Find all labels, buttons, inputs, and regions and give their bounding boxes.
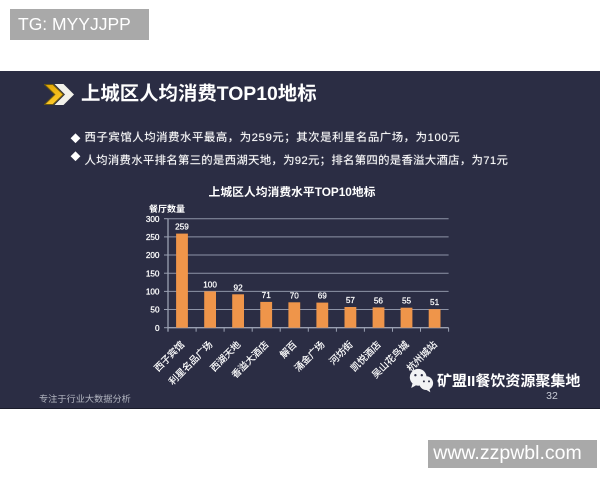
svg-text:259: 259: [175, 223, 189, 232]
svg-text:0: 0: [155, 324, 160, 333]
svg-text:300: 300: [146, 215, 160, 224]
svg-text:200: 200: [146, 251, 160, 260]
svg-text:55: 55: [402, 297, 412, 306]
svg-text:100: 100: [203, 280, 217, 289]
svg-text:69: 69: [318, 292, 328, 301]
svg-text:涌金广场: 涌金广场: [291, 337, 328, 374]
svg-text:150: 150: [146, 269, 160, 278]
svg-text:51: 51: [430, 298, 440, 307]
svg-text:250: 250: [146, 233, 160, 242]
svg-text:100: 100: [146, 288, 160, 297]
svg-text:92: 92: [234, 283, 244, 292]
svg-text:70: 70: [290, 291, 300, 300]
svg-text:71: 71: [262, 291, 272, 300]
svg-text:57: 57: [346, 296, 356, 305]
svg-text:解百: 解百: [276, 337, 299, 360]
svg-text:56: 56: [374, 296, 384, 305]
svg-text:50: 50: [150, 306, 160, 315]
